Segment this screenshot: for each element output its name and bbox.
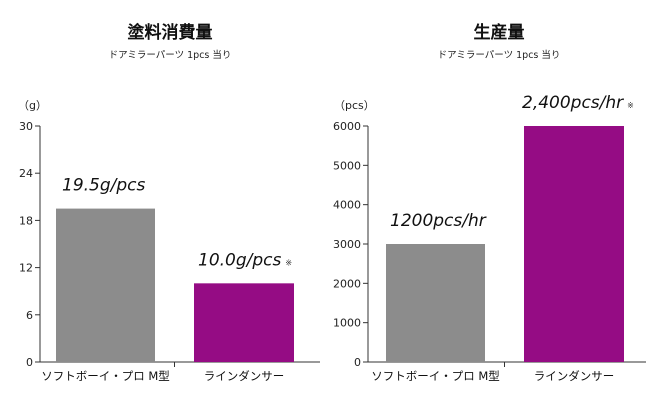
y-tick-label: 24	[19, 167, 33, 180]
bar	[386, 244, 485, 362]
y-tick-label: 30	[19, 120, 33, 133]
y-tick-label: 6000	[333, 120, 361, 133]
note-mark: ※	[627, 101, 634, 110]
note-mark: ※	[285, 258, 292, 267]
y-tick-label: 0	[354, 356, 361, 369]
data-value-label: 1200pcs/hr	[390, 211, 487, 231]
y-tick-label: 0	[26, 356, 33, 369]
y-tick-label: 2000	[333, 277, 361, 290]
x-category-label: ソフトボーイ・プロ M型	[41, 369, 170, 383]
y-tick-label: 6	[26, 309, 33, 322]
chart-title: 生産量	[474, 22, 525, 43]
y-unit-label: （g）	[18, 99, 47, 112]
bar	[56, 208, 155, 362]
y-tick-label: 18	[19, 214, 33, 227]
x-category-label: ラインダンサー	[534, 369, 615, 383]
chart-subtitle: ドアミラーパーツ 1pcs 当り	[438, 49, 561, 61]
x-category-label: ラインダンサー	[204, 369, 285, 383]
y-tick-label: 12	[19, 262, 33, 275]
x-category-label: ソフトボーイ・プロ M型	[371, 369, 500, 383]
y-tick-label: 4000	[333, 199, 361, 212]
bar	[194, 283, 294, 362]
bar	[524, 126, 624, 362]
data-value-label: 10.0g/pcs	[198, 250, 282, 270]
chart-title: 塗料消費量	[128, 22, 213, 43]
chart-subtitle: ドアミラーパーツ 1pcs 当り	[109, 49, 232, 61]
y-unit-label: （pcs）	[334, 99, 375, 112]
data-value-label: 2,400pcs/hr	[522, 93, 624, 113]
data-value-label: 19.5g/pcs	[62, 176, 146, 196]
y-tick-label: 5000	[333, 159, 361, 172]
y-tick-label: 3000	[333, 238, 361, 251]
y-tick-label: 1000	[333, 317, 361, 330]
